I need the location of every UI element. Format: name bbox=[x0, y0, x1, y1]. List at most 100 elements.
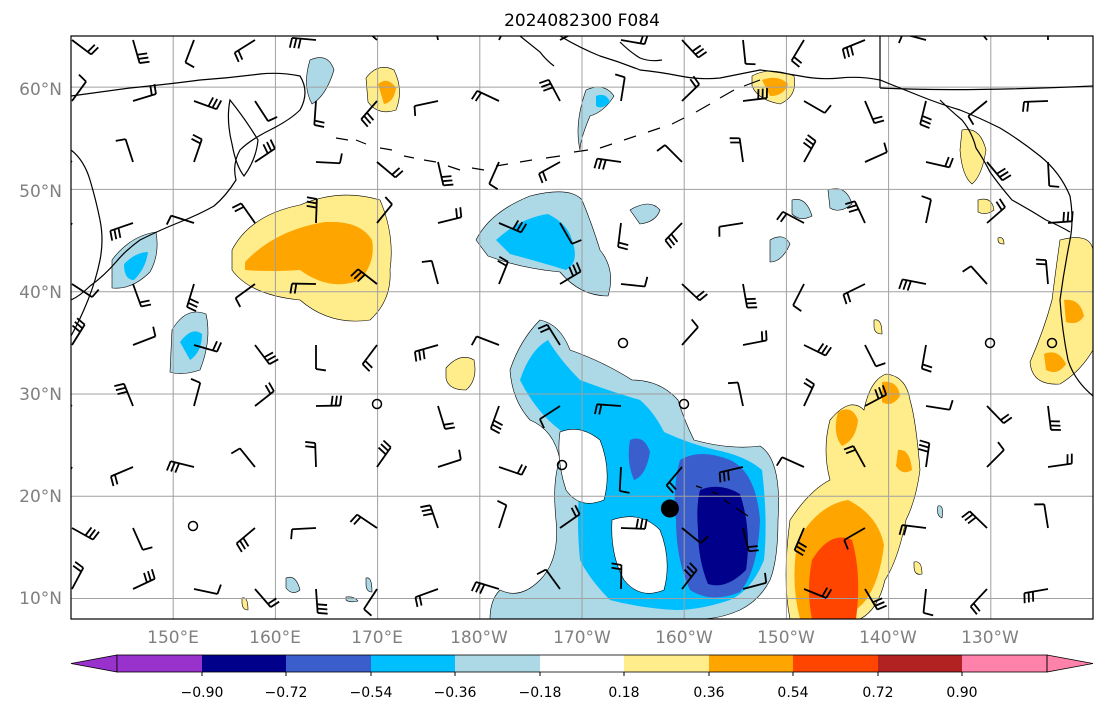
wind-barb bbox=[864, 344, 877, 367]
wind-barb-feather bbox=[998, 198, 1006, 208]
wind-barb-feather bbox=[643, 276, 649, 287]
calm-wind-circle bbox=[556, 459, 568, 471]
colorbar-tick-label: 0.18 bbox=[608, 685, 639, 701]
wind-barb-feather bbox=[366, 112, 375, 121]
wind-barb-feather bbox=[239, 540, 246, 550]
wind-barb-feather bbox=[498, 255, 509, 263]
wind-barb-feather bbox=[537, 323, 548, 330]
map-frame bbox=[70, 35, 1094, 620]
colorbar-tick-label: −0.18 bbox=[519, 685, 562, 701]
wind-barb bbox=[371, 36, 378, 41]
wind-barb-feather bbox=[656, 144, 666, 152]
wind-barb-feather bbox=[797, 541, 808, 549]
wind-barb-feather bbox=[698, 293, 708, 302]
colorbar-segment bbox=[709, 655, 793, 672]
wind-barb-feather bbox=[361, 363, 371, 372]
wind-barb-feather bbox=[874, 119, 885, 124]
wind-barb-feather bbox=[667, 236, 676, 246]
wind-barb-feather bbox=[512, 219, 520, 230]
wind-barb-feather bbox=[664, 239, 673, 249]
wind-barb-feather bbox=[1035, 258, 1046, 261]
wind-barb-feather bbox=[541, 171, 548, 182]
wind-barb-feather bbox=[211, 98, 219, 109]
wind-barb-feather bbox=[137, 52, 148, 56]
wind-barb-feather bbox=[683, 569, 693, 578]
wind-barb-feather bbox=[821, 587, 829, 597]
wind-barb-feather bbox=[215, 99, 223, 110]
wind-barb-feather bbox=[242, 537, 250, 547]
wind-barb-feather bbox=[74, 321, 84, 329]
border-line bbox=[879, 36, 1093, 91]
wind-barb-feather bbox=[848, 208, 859, 213]
colorbar-extend-high bbox=[1046, 654, 1094, 673]
colorbar-segment bbox=[202, 655, 286, 672]
wind-barb-feather bbox=[458, 449, 462, 460]
wind-barb bbox=[982, 36, 988, 41]
wind-barb-feather bbox=[747, 545, 758, 548]
wind-barb-feather bbox=[695, 290, 705, 299]
wind-barb-feather bbox=[948, 399, 954, 411]
wind-barb-feather bbox=[1026, 101, 1030, 112]
wind-barb-feather bbox=[441, 175, 452, 178]
wind-barb-feather bbox=[969, 605, 978, 615]
wind-barb-feather bbox=[691, 44, 702, 52]
wind-barb-feather bbox=[357, 273, 366, 283]
longitude-labels: 150°E 160°E 170°E 180°W 170°W 160°W 150°… bbox=[147, 628, 1019, 648]
wind-barb-feather bbox=[802, 141, 812, 150]
wind-barb-feather bbox=[902, 279, 908, 290]
wind-barb-feather bbox=[53, 153, 60, 160]
wind-barb-feather bbox=[139, 299, 150, 304]
wind-barb-feather bbox=[189, 297, 199, 304]
wind-barb-feather bbox=[874, 601, 885, 607]
lon-label: 170°E bbox=[351, 628, 403, 648]
wind-barb-feather bbox=[697, 51, 708, 59]
wind-barb-feather bbox=[791, 59, 800, 68]
wind-barb-feather bbox=[779, 213, 788, 223]
wind-barb-feather bbox=[109, 230, 114, 241]
positive-anomaly-region bbox=[896, 449, 912, 473]
colorbar-tick-label: 0.54 bbox=[777, 685, 808, 701]
wind-barb-feather bbox=[290, 529, 293, 540]
wind-barb-feather bbox=[349, 513, 358, 523]
wind-barb bbox=[967, 100, 988, 117]
wind-barb-feather bbox=[1038, 15, 1048, 16]
lon-label: 170°W bbox=[553, 628, 611, 648]
wind-barb-feather bbox=[1071, 211, 1074, 222]
wind-barb-feather bbox=[617, 245, 628, 251]
wind-barb-feather bbox=[71, 324, 81, 333]
coastline-kamchatka bbox=[227, 98, 259, 177]
wind-barb-feather bbox=[267, 116, 278, 122]
wind-barb-feather bbox=[598, 404, 603, 415]
wind-barb-feather bbox=[147, 570, 152, 581]
wind-barb bbox=[71, 283, 93, 298]
wind-barb-feather bbox=[216, 584, 222, 595]
colorbar-tick-label: 0.72 bbox=[862, 685, 893, 701]
wind-barb bbox=[1043, 504, 1049, 529]
wind-barb bbox=[925, 199, 932, 224]
wind-barb-feather bbox=[694, 47, 705, 56]
wind-barb-feather bbox=[216, 342, 222, 352]
wind-barb-feather bbox=[192, 133, 203, 141]
positive-anomaly-region bbox=[378, 80, 396, 104]
wind-barb-feather bbox=[665, 484, 674, 494]
wind-barb-feather bbox=[570, 507, 577, 518]
wind-barb-feather bbox=[1036, 262, 1047, 266]
wind-barb bbox=[781, 456, 805, 468]
wind-barb-feather bbox=[74, 561, 84, 569]
wind-barb-feather bbox=[443, 422, 454, 426]
calm-wind-circle bbox=[984, 337, 996, 349]
wind-barb-feather bbox=[639, 518, 644, 529]
wind-barb-feather bbox=[418, 595, 423, 606]
wind-barb-feather bbox=[824, 104, 832, 114]
wind-barb bbox=[71, 160, 73, 163]
wind-barb-feather bbox=[479, 584, 486, 594]
wind-barb-feather bbox=[317, 612, 328, 615]
wind-barb-feather bbox=[692, 75, 700, 85]
wind-barb bbox=[193, 588, 218, 595]
wind-barb-feather bbox=[92, 531, 100, 541]
lon-label: 150°W bbox=[757, 628, 815, 648]
calm-wind-circle bbox=[1046, 337, 1058, 349]
wind-barb-feather bbox=[748, 549, 759, 553]
wind-barb-feather bbox=[568, 266, 574, 277]
colorbar-segment bbox=[371, 655, 455, 672]
